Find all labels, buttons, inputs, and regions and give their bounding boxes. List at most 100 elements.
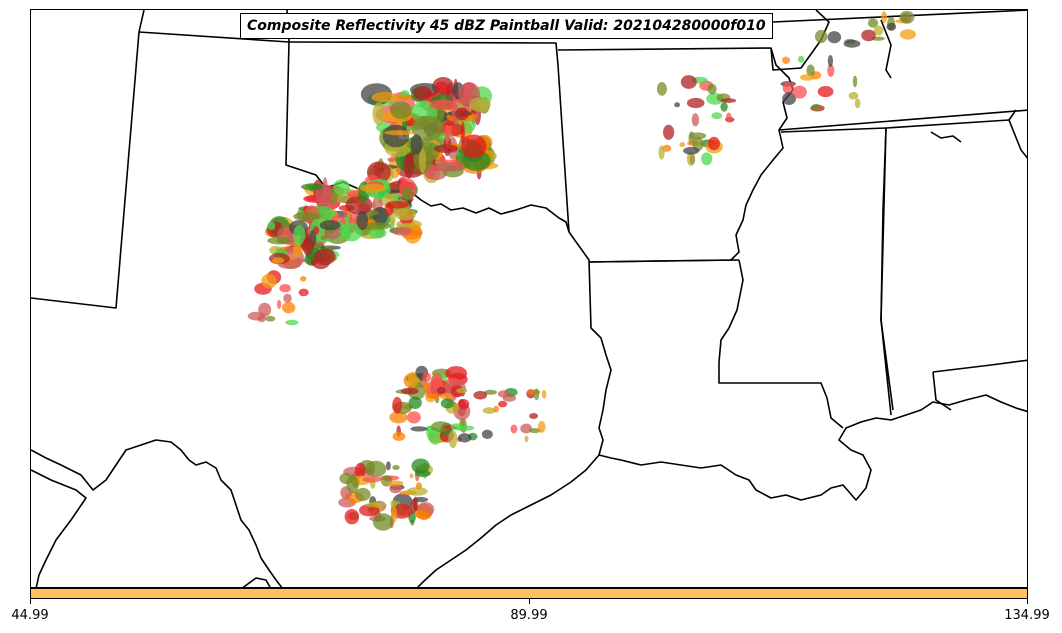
state-border-ky (880, 19, 892, 79)
reflectivity-blob (827, 64, 835, 77)
reflectivity-blob (415, 469, 431, 478)
reflectivity-blob (817, 86, 834, 98)
reflectivity-blob (686, 97, 705, 109)
reflectivity-blob (686, 151, 696, 167)
reflectivity-blob (674, 102, 680, 108)
reflectivity-blob (408, 396, 422, 409)
reflectivity-blob (267, 236, 291, 245)
reflectivity-blob (320, 235, 327, 240)
map-canvas (31, 10, 1027, 587)
reflectivity-blob (520, 423, 533, 434)
reflectivity-blob (397, 223, 417, 228)
reflectivity-blob (400, 90, 410, 97)
reflectivity-blob (386, 200, 409, 209)
reflectivity-blob (797, 55, 805, 63)
reflectivity-blob (782, 56, 790, 64)
reflectivity-blob (390, 500, 398, 508)
border-rio-grande (31, 439, 283, 587)
reflectivity-blob (265, 315, 276, 322)
reflectivity-blob (899, 10, 915, 24)
reflectivity-blob (529, 413, 539, 419)
reflectivity-blob (873, 25, 884, 36)
reflectivity-blob (319, 220, 341, 231)
colorbar (30, 588, 1028, 599)
reflectivity-blob (444, 124, 450, 142)
reflectivity-blob (433, 144, 458, 153)
reflectivity-blob (881, 11, 887, 24)
reflectivity-blob (725, 112, 732, 123)
reflectivity-blob (707, 136, 721, 151)
state-border-nm-east (31, 10, 145, 309)
reflectivity-blob (458, 399, 470, 410)
reflectivity-blob (440, 392, 453, 401)
state-border-ms (780, 127, 892, 416)
map-frame (30, 9, 1028, 588)
reflectivity-blob (401, 387, 419, 395)
reflectivity-blob (792, 85, 807, 99)
reflectivity-blob (382, 124, 410, 148)
reflectivity-blob (415, 510, 429, 519)
reflectivity-blob (403, 153, 414, 179)
reflectivity-blob (392, 431, 406, 441)
reflectivity-blob (848, 92, 859, 100)
reflectivity-blob (368, 227, 387, 239)
reflectivity-blob (460, 121, 465, 145)
reflectivity-blob (524, 435, 529, 443)
reflectivity-blob (346, 475, 359, 494)
reflectivity-blob (867, 18, 879, 28)
reflectivity-blob (391, 226, 412, 236)
reflectivity-blob (493, 405, 500, 413)
reflectivity-blob (537, 421, 546, 433)
colorbar-tick-right: 134.99 (1004, 608, 1050, 623)
reflectivity-blob (388, 480, 404, 487)
reflectivity-blob (391, 506, 398, 523)
reflectivity-blob (469, 97, 491, 112)
reflectivity-blob (498, 400, 508, 408)
reflectivity-blob (662, 144, 672, 152)
reflectivity-blob (663, 124, 675, 140)
reflectivity-blob (406, 411, 421, 424)
reflectivity-blob (247, 311, 266, 321)
reflectivity-blob (298, 288, 309, 297)
reflectivity-blob (429, 99, 458, 110)
reflectivity-blob (364, 502, 387, 508)
reflectivity-blob (356, 211, 368, 230)
reflectivity-blob (701, 152, 713, 166)
reflectivity-blob (389, 411, 408, 424)
reflectivity-blob (707, 83, 717, 95)
state-border-la-east (718, 259, 844, 429)
reflectivity-blob (261, 273, 277, 289)
reflectivity-blob (782, 92, 796, 105)
coastline-texas (416, 454, 600, 587)
reflectivity-blob (814, 29, 828, 44)
colorbar-tick-mark-left (30, 599, 31, 604)
reflectivity-blob (293, 212, 321, 221)
reflectivity-blob (440, 398, 454, 409)
reflectivity-blob (683, 146, 700, 155)
reflectivity-blob (409, 473, 414, 479)
reflectivity-blob (285, 319, 299, 326)
reflectivity-blob (428, 143, 434, 155)
reflectivity-blob (384, 130, 414, 136)
reflectivity-blob (827, 31, 842, 44)
colorbar-tick-mark-mid (529, 599, 530, 604)
state-border-fl2 (932, 371, 952, 411)
reflectivity-blob (390, 101, 412, 119)
reflectivity-blob (422, 372, 431, 383)
reflectivity-blob (720, 102, 728, 112)
reflectivity-blob (426, 393, 440, 399)
colorbar-tick-mark-right (1027, 599, 1028, 604)
reflectivity-blob (691, 113, 700, 127)
reflectivity-blob (497, 390, 510, 398)
reflectivity-blob (852, 75, 858, 88)
reflectivity-blob (689, 132, 707, 140)
reflectivity-blob (811, 103, 822, 111)
reflectivity-blob (279, 284, 291, 293)
state-border-ok-north (288, 41, 559, 66)
reflectivity-blob (861, 29, 876, 42)
reflectivity-blob (344, 509, 360, 525)
state-border-la-north (588, 259, 740, 263)
reflectivity-blob (800, 74, 815, 81)
reflectivity-blob (341, 223, 362, 242)
reflectivity-blob (457, 433, 472, 443)
